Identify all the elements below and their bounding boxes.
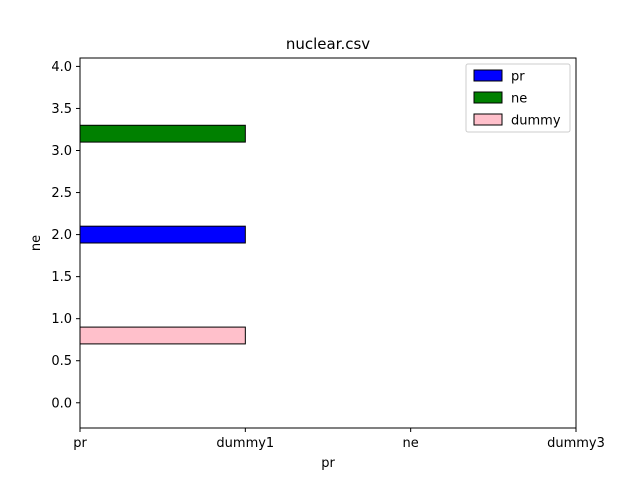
x-tick-label: dummy3 bbox=[547, 436, 605, 451]
x-tick-label: dummy1 bbox=[216, 436, 274, 451]
x-axis: pr dummy1 ne dummy3 bbox=[73, 428, 605, 451]
legend: pr ne dummy bbox=[465, 63, 571, 133]
y-tick-label: 0.5 bbox=[51, 354, 72, 369]
legend-label-pr: pr bbox=[511, 70, 525, 85]
x-axis-label: pr bbox=[321, 456, 335, 471]
legend-swatch-pr bbox=[473, 69, 503, 82]
y-axis: 0.0 0.5 1.0 1.5 2.0 2.5 3.0 3.5 4.0 bbox=[51, 60, 80, 411]
bars-group bbox=[79, 124, 246, 345]
x-tick-label: ne bbox=[403, 436, 419, 451]
y-tick-label: 0.0 bbox=[51, 396, 72, 411]
y-axis-label: ne bbox=[29, 235, 44, 251]
y-tick-label: 2.5 bbox=[51, 186, 72, 201]
bar-pr bbox=[79, 225, 246, 244]
plot-frame bbox=[79, 57, 577, 429]
bar-dummy bbox=[79, 326, 246, 345]
legend-label-ne: ne bbox=[511, 92, 527, 107]
legend-swatch-ne bbox=[473, 91, 503, 104]
y-tick-label: 3.0 bbox=[51, 144, 72, 159]
x-tick-label: pr bbox=[73, 436, 87, 451]
y-tick-label: 3.5 bbox=[51, 102, 72, 117]
y-tick-label: 4.0 bbox=[51, 60, 72, 75]
y-tick-label: 2.0 bbox=[51, 228, 72, 243]
legend-swatch-dummy bbox=[473, 113, 503, 126]
chart-title: nuclear.csv bbox=[286, 35, 370, 53]
y-tick-label: 1.5 bbox=[51, 270, 72, 285]
y-tick-label: 1.0 bbox=[51, 312, 72, 327]
bar-ne bbox=[79, 124, 246, 143]
legend-label-dummy: dummy bbox=[511, 114, 561, 129]
